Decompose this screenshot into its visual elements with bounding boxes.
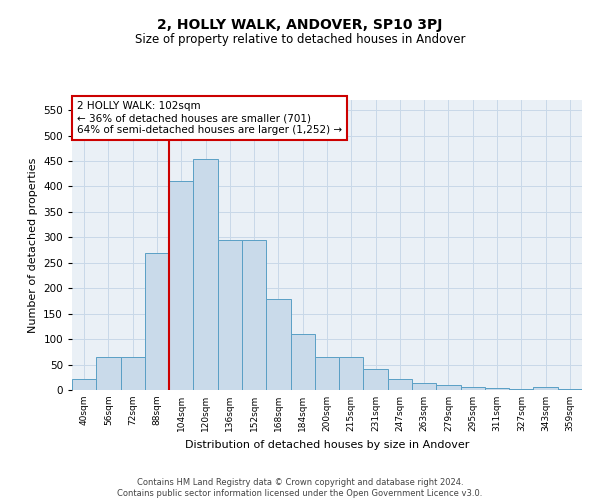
Bar [364, 368, 388, 390]
Bar [436, 385, 461, 390]
Text: Size of property relative to detached houses in Andover: Size of property relative to detached ho… [135, 32, 465, 46]
Bar [485, 388, 509, 390]
Bar [193, 158, 218, 390]
Bar [412, 384, 436, 390]
Bar [145, 252, 169, 390]
Bar [339, 357, 364, 390]
Y-axis label: Number of detached properties: Number of detached properties [28, 158, 38, 332]
Bar [461, 388, 485, 390]
Bar [533, 388, 558, 390]
Bar [218, 240, 242, 390]
Bar [266, 300, 290, 390]
Text: 2, HOLLY WALK, ANDOVER, SP10 3PJ: 2, HOLLY WALK, ANDOVER, SP10 3PJ [157, 18, 443, 32]
Text: 2 HOLLY WALK: 102sqm
← 36% of detached houses are smaller (701)
64% of semi-deta: 2 HOLLY WALK: 102sqm ← 36% of detached h… [77, 102, 342, 134]
X-axis label: Distribution of detached houses by size in Andover: Distribution of detached houses by size … [185, 440, 469, 450]
Bar [96, 357, 121, 390]
Bar [242, 240, 266, 390]
Bar [290, 334, 315, 390]
Bar [388, 379, 412, 390]
Bar [509, 389, 533, 390]
Bar [121, 357, 145, 390]
Bar [315, 357, 339, 390]
Bar [558, 389, 582, 390]
Text: Contains HM Land Registry data © Crown copyright and database right 2024.
Contai: Contains HM Land Registry data © Crown c… [118, 478, 482, 498]
Bar [72, 379, 96, 390]
Bar [169, 182, 193, 390]
